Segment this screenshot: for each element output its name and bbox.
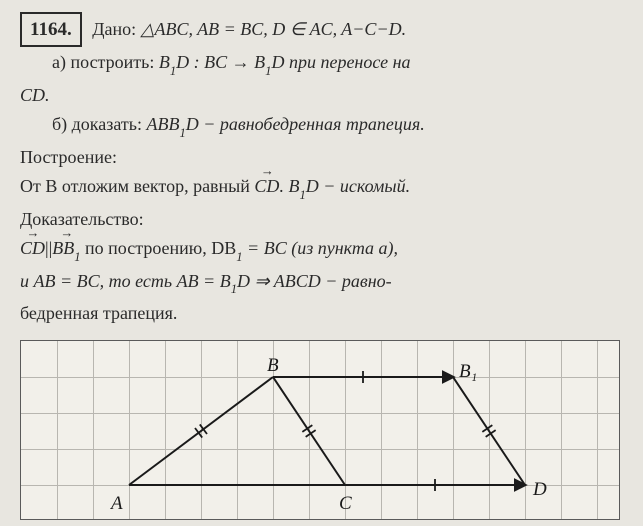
t: по построению, DB: [81, 238, 237, 258]
given-label: Дано:: [92, 19, 136, 39]
proof-line3: бедренная трапеция.: [20, 300, 623, 328]
problem-number: 1164.: [20, 12, 82, 47]
proof-line1: CD||BB1 по построению, DB1 = BC (из пунк…: [20, 235, 623, 265]
sub: 1: [236, 250, 242, 264]
t: D − равнобедренная трапеция.: [186, 114, 425, 134]
t: D − искомый.: [306, 176, 410, 196]
t: BB: [52, 238, 74, 258]
t: = BC (из пункта а),: [243, 238, 398, 258]
sub: 1: [231, 282, 237, 296]
t: и AB = BC, то есть AB = B1D ⇒ ABCD − рав…: [20, 271, 392, 291]
part-a-text: B1D : BC → B1D при переносе на: [159, 52, 411, 72]
vector-cd: CD: [254, 173, 279, 201]
t: D ⇒ ABCD − равно-: [237, 271, 392, 291]
construction-label: Построение:: [20, 144, 623, 172]
point-label-a: A: [111, 489, 123, 518]
vector-bb1: BB1: [52, 235, 80, 265]
parallel: ||: [45, 238, 52, 258]
sub: 1: [179, 126, 185, 140]
sub: 1: [170, 64, 176, 78]
proof-line2: и AB = BC, то есть AB = B1D ⇒ ABCD − рав…: [20, 268, 623, 298]
t: От B отложим вектор, равный: [20, 176, 254, 196]
sub: 1: [299, 188, 305, 202]
vector-cd: CD: [20, 235, 45, 263]
point-label-c: C: [339, 489, 352, 518]
part-a-label: а) построить:: [52, 52, 154, 72]
part-b-text: ABB1D − равнобедренная трапеция.: [146, 114, 424, 134]
geometry-figure: A B C D B₁: [20, 340, 620, 520]
t: и AB = BC, то есть AB = B: [20, 271, 231, 291]
t: D при переносе на: [271, 52, 410, 72]
t: ABB: [146, 114, 179, 134]
line-part-a: а) построить: B1D : BC → B1D при перенос…: [20, 49, 623, 79]
line-part-a2: CD.: [20, 82, 623, 110]
point-label-b1: B₁: [459, 357, 477, 386]
sub: 1: [74, 250, 80, 264]
part-b-label: б) доказать:: [52, 114, 142, 134]
t: по построению, DB1 = BC (из пункта а),: [81, 238, 399, 258]
line-given: 1164. Дано: △ABC, AB = BC, D ∈ AC, A−C−D…: [20, 12, 623, 47]
t: . B: [279, 176, 299, 196]
t: D : BC → B: [176, 52, 265, 72]
t: . B1D − искомый.: [279, 176, 410, 196]
sub: 1: [265, 64, 271, 78]
line-part-b: б) доказать: ABB1D − равнобедренная трап…: [20, 111, 623, 141]
point-label-d: D: [533, 475, 547, 504]
proof-label: Доказательство:: [20, 206, 623, 234]
construction-text: От B отложим вектор, равный CD. B1D − ис…: [20, 173, 623, 203]
t: B: [159, 52, 170, 72]
given-text: △ABC, AB = BC, D ∈ AC, A−C−D.: [141, 19, 406, 39]
point-label-b: B: [267, 351, 279, 380]
